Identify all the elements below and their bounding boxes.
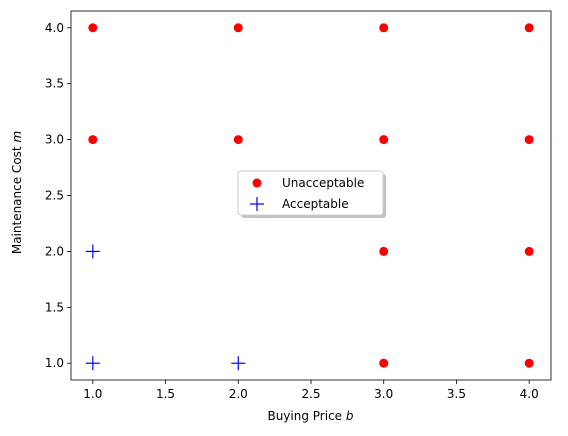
legend-box xyxy=(237,170,384,216)
x-tick-label: 4.0 xyxy=(520,387,539,401)
point-unacceptable xyxy=(524,135,534,145)
x-tick-label: 1.5 xyxy=(156,387,175,401)
y-tick-label: 1.0 xyxy=(45,356,64,370)
point-acceptable xyxy=(85,244,100,259)
y-tick-label: 4.0 xyxy=(45,21,64,35)
point-unacceptable xyxy=(379,246,389,256)
point-unacceptable xyxy=(233,23,243,33)
point-unacceptable xyxy=(524,358,534,368)
point-unacceptable xyxy=(233,135,243,145)
y-tick-label: 3.0 xyxy=(45,133,64,147)
x-tick-label: 3.5 xyxy=(447,387,466,401)
point-unacceptable xyxy=(524,23,534,33)
point-unacceptable xyxy=(379,135,389,145)
x-axis-label: Buying Price b xyxy=(267,409,353,423)
point-unacceptable xyxy=(88,23,98,33)
y-axis-label: Maintenance Cost m xyxy=(10,131,24,254)
point-unacceptable xyxy=(379,23,389,33)
x-tick-label: 1.0 xyxy=(83,387,102,401)
point-unacceptable xyxy=(379,358,389,368)
legend-marker-unacceptable xyxy=(252,178,262,188)
legend-label-unacceptable: Unacceptable xyxy=(282,176,364,190)
point-unacceptable xyxy=(88,135,98,145)
point-unacceptable xyxy=(524,246,534,256)
y-tick-label: 2.5 xyxy=(45,189,64,203)
legend-label-acceptable: Acceptable xyxy=(282,197,349,211)
legend: Unacceptable Acceptable xyxy=(237,170,386,218)
x-tick-label: 2.0 xyxy=(229,387,248,401)
legend-marker-acceptable xyxy=(250,197,264,211)
axes-frame xyxy=(70,10,552,381)
axis-ticks: 1.0 1.5 2.0 2.5 3.0 3.5 4.0 1.0 1.5 2.0 2.5 3.0 3.5 4… xyxy=(45,21,539,401)
y-tick-label: 1.5 xyxy=(45,300,64,314)
y-tick-label: 2.0 xyxy=(45,244,64,258)
axes-border xyxy=(70,10,552,381)
point-acceptable xyxy=(231,356,246,371)
y-tick-label: 3.5 xyxy=(45,77,64,91)
data-points xyxy=(85,23,534,371)
x-tick-label: 3.0 xyxy=(374,387,393,401)
x-tick-label: 2.5 xyxy=(301,387,320,401)
point-acceptable xyxy=(85,356,100,371)
